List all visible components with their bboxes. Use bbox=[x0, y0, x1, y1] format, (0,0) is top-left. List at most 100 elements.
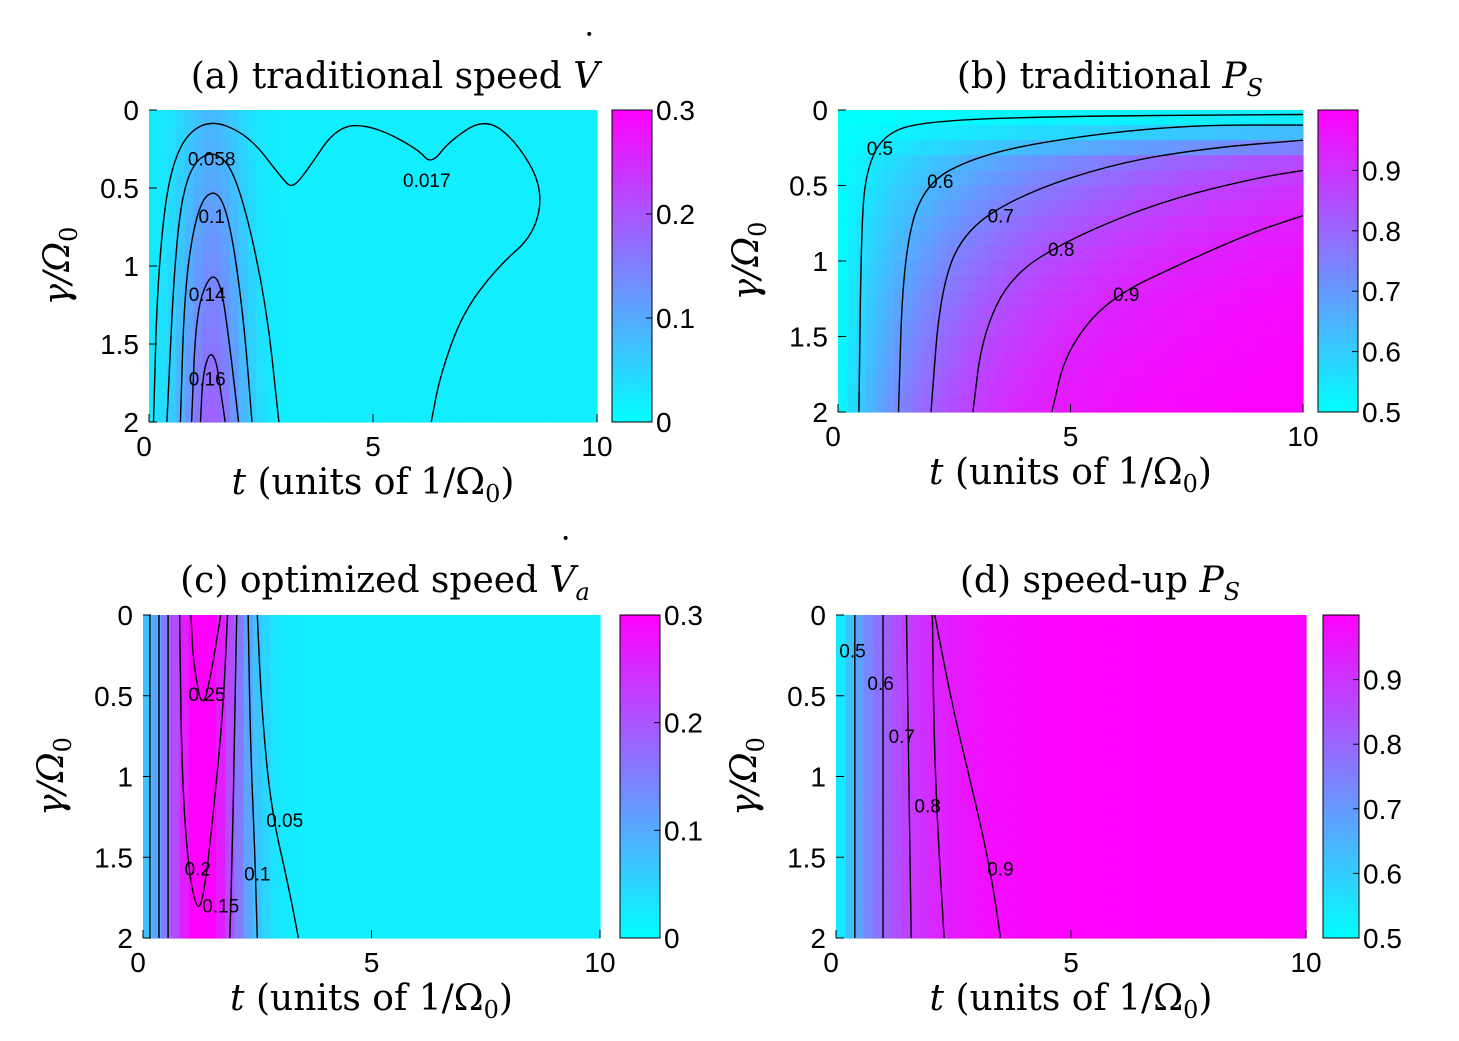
heatmap-cell bbox=[252, 873, 263, 891]
heatmap-cell bbox=[193, 375, 204, 392]
heatmap-cell bbox=[958, 125, 969, 141]
heatmap-cell bbox=[337, 406, 347, 423]
heatmap-cell bbox=[508, 631, 519, 648]
heatmap-cell bbox=[381, 156, 392, 173]
heatmap-cell bbox=[543, 406, 553, 423]
heatmap-cell bbox=[444, 857, 455, 874]
heatmap-cell bbox=[1052, 695, 1063, 713]
heatmap-cell bbox=[265, 281, 276, 298]
heatmap-cell bbox=[152, 631, 162, 648]
heatmap-cell bbox=[211, 328, 222, 345]
y-tick-label: 1.5 bbox=[787, 842, 826, 873]
heatmap-cell bbox=[1174, 792, 1185, 810]
heatmap-cell bbox=[1256, 381, 1267, 398]
heatmap-cell bbox=[389, 824, 400, 842]
heatmap-cell bbox=[346, 328, 356, 345]
heatmap-cell bbox=[838, 336, 848, 353]
heatmap-cell bbox=[498, 203, 508, 220]
heatmap-cell bbox=[838, 321, 848, 338]
heatmap-cell bbox=[1079, 276, 1090, 292]
heatmap-cell bbox=[1042, 857, 1053, 874]
heatmap-cell bbox=[334, 905, 345, 923]
heatmap-cell bbox=[471, 125, 482, 142]
heatmap-cell bbox=[967, 921, 978, 939]
heatmap-cell bbox=[1051, 200, 1062, 217]
heatmap-cell bbox=[175, 359, 186, 376]
heatmap-cell bbox=[1256, 200, 1267, 217]
heatmap-cell bbox=[346, 172, 356, 189]
heatmap-cell bbox=[337, 375, 347, 392]
heatmap-cell bbox=[836, 824, 846, 842]
heatmap-cell bbox=[1071, 711, 1081, 729]
heatmap-cell bbox=[462, 125, 473, 142]
heatmap-cell bbox=[380, 857, 391, 874]
heatmap-cell bbox=[1061, 321, 1072, 338]
heatmap-cell bbox=[206, 841, 217, 858]
heatmap-cell bbox=[453, 110, 464, 127]
heatmap-cell bbox=[1265, 336, 1276, 353]
heatmap-cell bbox=[1024, 615, 1034, 632]
heatmap-cell bbox=[865, 396, 876, 413]
heatmap-cell bbox=[552, 375, 562, 392]
heatmap-cell bbox=[525, 172, 535, 189]
heatmap-cell bbox=[426, 889, 437, 907]
heatmap-cell bbox=[1051, 140, 1062, 156]
heatmap-cell bbox=[996, 215, 1006, 232]
heatmap-cell bbox=[390, 266, 401, 283]
heatmap-cell bbox=[986, 824, 997, 842]
heatmap-cell bbox=[911, 615, 922, 632]
heatmap-cell bbox=[545, 808, 555, 826]
heatmap-cell bbox=[1052, 728, 1063, 745]
heatmap-cell bbox=[261, 808, 272, 826]
contour-line bbox=[229, 614, 238, 939]
heatmap-cell bbox=[280, 711, 290, 729]
heatmap-cell bbox=[1005, 140, 1016, 156]
heatmap-cell bbox=[238, 281, 249, 298]
heatmap-cell bbox=[516, 188, 526, 205]
heatmap-cell bbox=[579, 250, 589, 267]
heatmap-cell bbox=[588, 281, 598, 298]
heatmap-cell bbox=[516, 359, 526, 376]
heatmap-cell bbox=[371, 631, 382, 648]
heatmap-cell bbox=[381, 297, 392, 314]
heatmap-cell bbox=[371, 873, 382, 891]
heatmap-cell bbox=[1230, 647, 1241, 665]
heatmap-cell bbox=[864, 711, 875, 729]
heatmap-cell bbox=[508, 824, 519, 842]
heatmap-cell bbox=[967, 615, 978, 632]
heatmap-cell bbox=[462, 857, 473, 874]
heatmap-cell bbox=[1287, 760, 1298, 778]
heatmap-cell bbox=[247, 359, 258, 376]
heatmap-cell bbox=[1098, 125, 1109, 141]
heatmap-cell bbox=[1256, 140, 1267, 156]
heatmap-cell bbox=[408, 156, 419, 173]
heatmap-cell bbox=[1024, 140, 1034, 156]
heatmap-cell bbox=[1256, 185, 1267, 202]
heatmap-cell bbox=[490, 728, 501, 745]
heatmap-cell bbox=[252, 792, 263, 810]
heatmap-cell bbox=[884, 170, 895, 187]
heatmap-cell bbox=[1005, 647, 1016, 665]
heatmap-cell bbox=[508, 647, 519, 665]
heatmap-cell bbox=[995, 889, 1006, 907]
heatmap-cell bbox=[930, 615, 940, 632]
heatmap-cell bbox=[554, 711, 565, 729]
heatmap-cell bbox=[1259, 760, 1269, 778]
heatmap-cell bbox=[865, 321, 876, 338]
heatmap-cell bbox=[1042, 615, 1053, 632]
heatmap-cell bbox=[220, 312, 231, 329]
heatmap-cell bbox=[1249, 647, 1260, 665]
heatmap-cell bbox=[931, 230, 941, 247]
contour-label: 0.14 bbox=[189, 285, 226, 306]
heatmap-cell bbox=[996, 276, 1006, 292]
heatmap-cell bbox=[1228, 396, 1239, 413]
heatmap-cell bbox=[490, 744, 501, 761]
heatmap-cell bbox=[1144, 306, 1155, 322]
heatmap-cell bbox=[1155, 776, 1166, 794]
heatmap-cell bbox=[161, 824, 172, 842]
heatmap-cell bbox=[1136, 663, 1147, 681]
heatmap-cell bbox=[1268, 792, 1279, 810]
heatmap-cell bbox=[234, 663, 245, 681]
heatmap-cell bbox=[864, 889, 875, 907]
heatmap-cell bbox=[1293, 140, 1304, 156]
